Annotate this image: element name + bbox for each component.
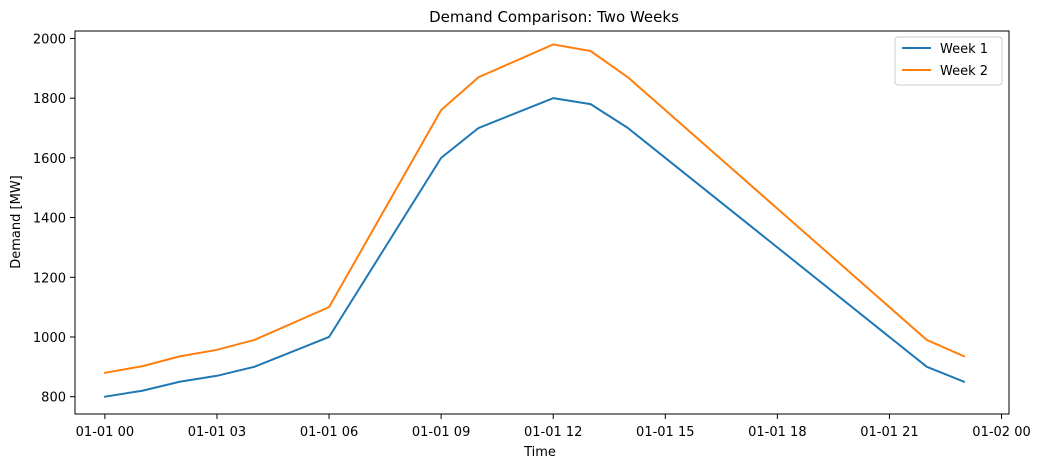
chart-title: Demand Comparison: Two Weeks [429,8,679,26]
x-tick-label: 01-01 15 [636,425,694,440]
y-axis-label: Demand [MW] [9,175,24,268]
x-axis: 01-01 00 01-01 03 01-01 06 01-01 09 01-01 12… [76,414,1031,440]
y-tick-label: 800 [41,391,66,406]
y-tick-label: 2000 [33,32,66,47]
series-line-week-2 [103,43,966,374]
y-tick-label: 1800 [33,92,66,107]
legend-label-week-2: Week 2 [940,64,988,79]
y-tick-label: 1400 [33,212,66,227]
x-tick-label: 01-01 21 [860,425,918,440]
y-tick-label: 1600 [33,152,66,167]
x-tick-label: 01-01 00 [76,425,134,440]
x-tick-label: 01-02 00 [972,425,1030,440]
y-tick-label: 1200 [33,271,66,286]
series-lines [103,43,966,398]
x-axis-label: Time [523,445,556,460]
legend-label-week-1: Week 1 [940,42,988,57]
series-line-week-1 [103,97,966,398]
x-tick-label: 01-01 03 [188,425,246,440]
x-tick-label: 01-01 12 [524,425,582,440]
x-tick-label: 01-01 18 [748,425,806,440]
y-tick-label: 1000 [33,331,66,346]
plot-frame [74,30,1010,415]
legend: Week 1 Week 2 [894,36,1003,86]
x-tick-label: 01-01 09 [412,425,470,440]
y-axis: 800 1000 1200 1400 1600 1800 2000 [33,32,75,406]
plot-area [74,30,1010,415]
x-tick-label: 01-01 06 [300,425,358,440]
